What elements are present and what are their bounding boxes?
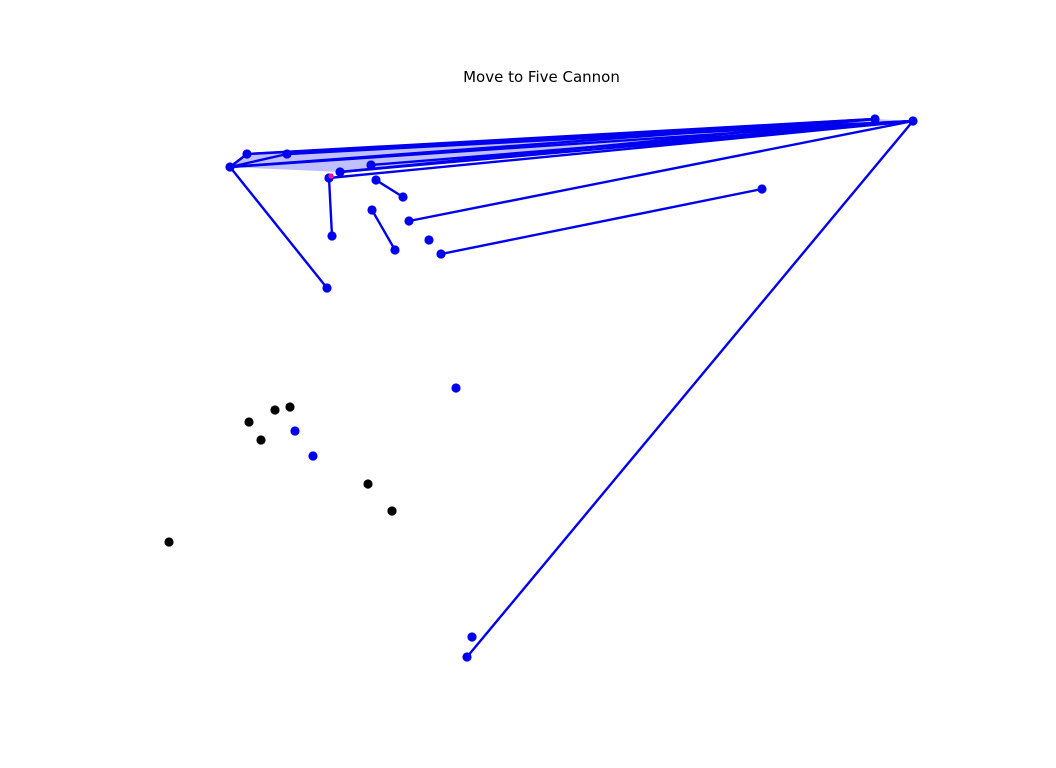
blue-piece[interactable]: [467, 632, 477, 642]
blue-piece[interactable]: [308, 451, 318, 461]
move-edge: [369, 119, 915, 167]
blue-piece[interactable]: [436, 249, 446, 259]
blue-piece[interactable]: [908, 116, 918, 126]
black-piece[interactable]: [270, 405, 280, 415]
blue-piece[interactable]: [424, 235, 434, 245]
move-edge: [374, 178, 405, 199]
move-edge: [439, 187, 764, 256]
blue-piece[interactable]: [335, 167, 345, 177]
move-edge: [228, 152, 289, 169]
black-piece[interactable]: [387, 506, 397, 516]
blue-piece[interactable]: [398, 192, 408, 202]
black-piece[interactable]: [164, 537, 174, 547]
blue-piece[interactable]: [390, 245, 400, 255]
move-edge: [228, 119, 915, 169]
blue-piece[interactable]: [462, 652, 472, 662]
blue-piece[interactable]: [757, 184, 767, 194]
blue-piece[interactable]: [290, 426, 300, 436]
blue-piece[interactable]: [404, 216, 414, 226]
black-piece[interactable]: [244, 417, 254, 427]
blue-piece[interactable]: [242, 149, 252, 159]
node-layer: [164, 114, 918, 662]
move-edge: [228, 165, 329, 290]
blue-piece[interactable]: [371, 175, 381, 185]
black-piece[interactable]: [363, 479, 373, 489]
edge-layer: [228, 117, 915, 659]
move-edge: [327, 176, 334, 238]
selected-piece-marker[interactable]: [328, 173, 334, 179]
black-piece[interactable]: [256, 435, 266, 445]
blue-piece[interactable]: [322, 283, 332, 293]
move-edge: [370, 208, 397, 252]
move-edge: [465, 119, 915, 659]
blue-piece[interactable]: [367, 205, 377, 215]
blue-piece[interactable]: [366, 160, 376, 170]
blue-piece[interactable]: [451, 383, 461, 393]
blue-piece[interactable]: [282, 149, 292, 159]
move-edge: [407, 119, 915, 223]
blue-piece[interactable]: [870, 114, 880, 124]
blue-piece[interactable]: [327, 231, 337, 241]
black-piece[interactable]: [285, 402, 295, 412]
move-edge: [327, 119, 915, 180]
blue-piece[interactable]: [225, 162, 235, 172]
board-title: Move to Five Cannon: [463, 68, 620, 86]
